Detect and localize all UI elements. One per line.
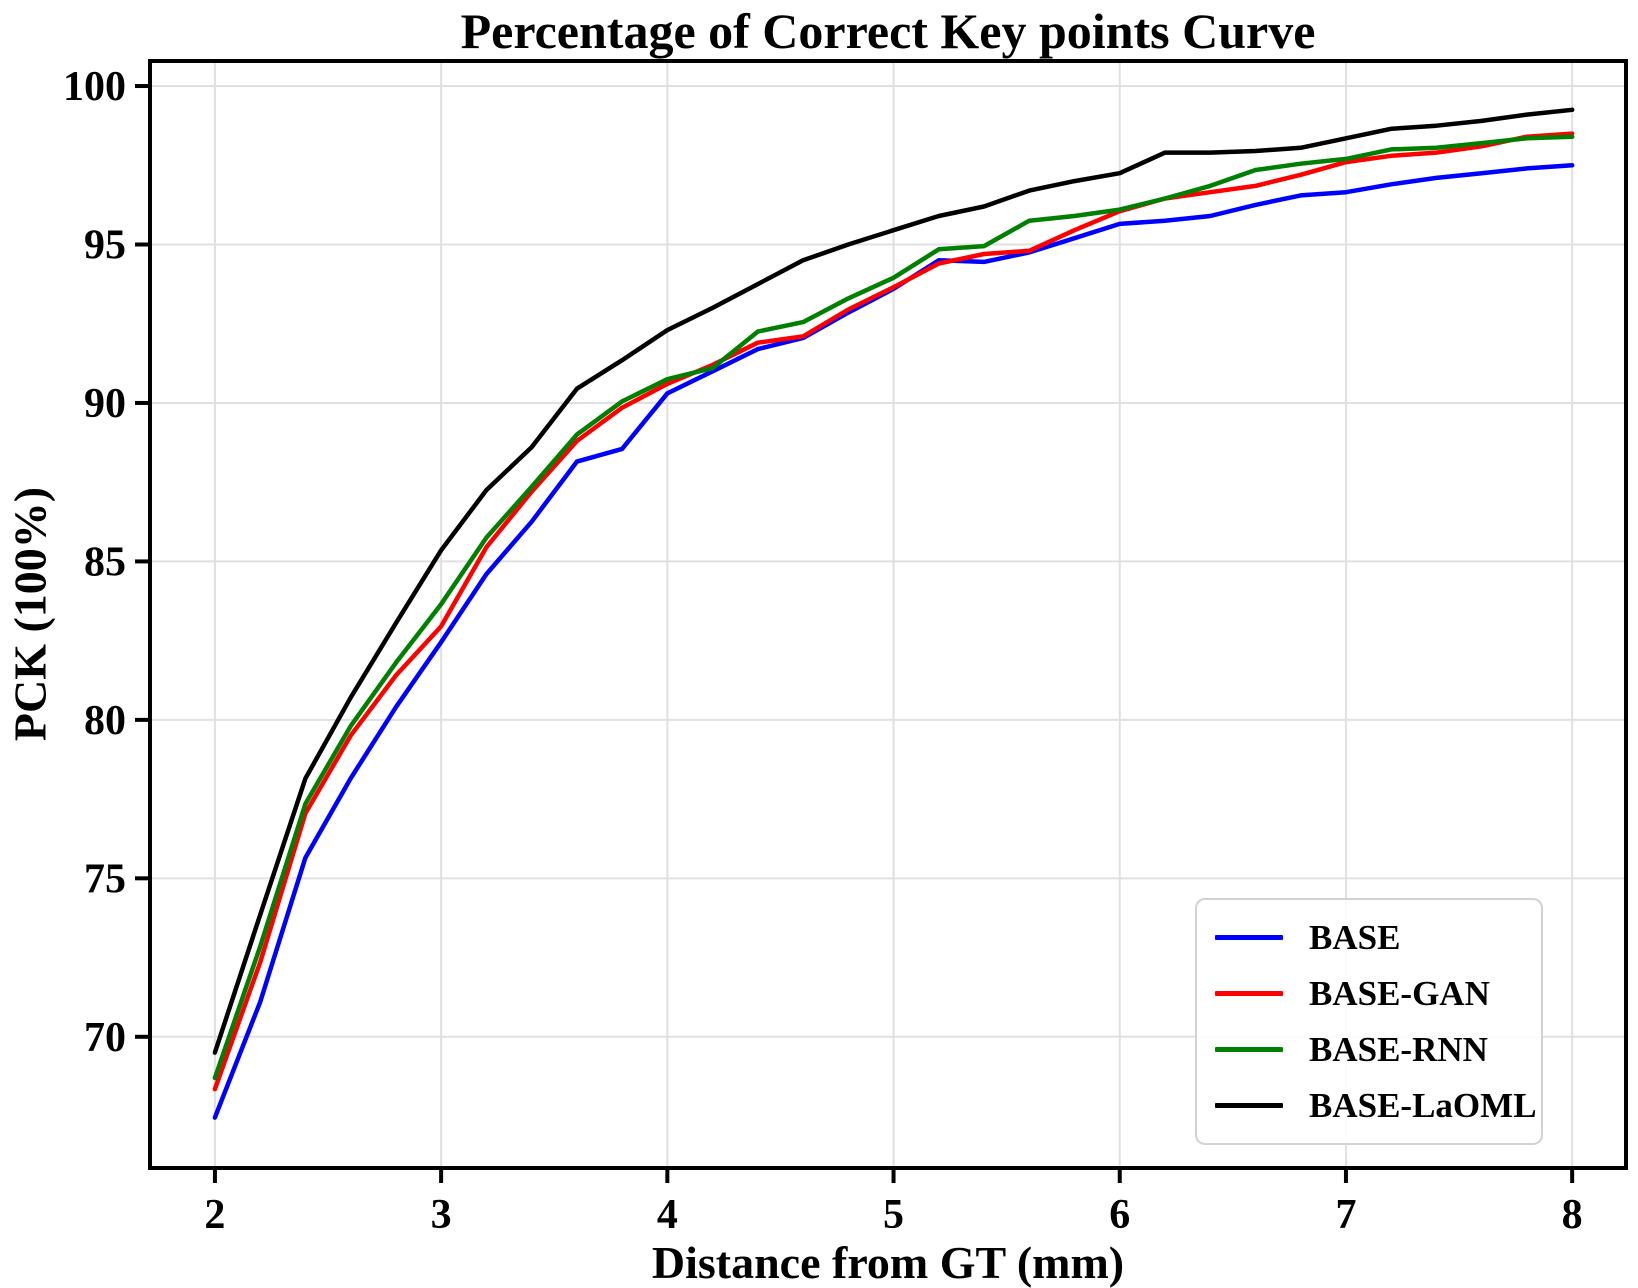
y-tick-label: 85 (84, 539, 126, 585)
legend-label: BASE-RNN (1309, 1029, 1488, 1069)
y-tick-label: 70 (84, 1015, 126, 1061)
x-tick-label: 7 (1335, 1192, 1356, 1238)
y-tick-label: 80 (84, 698, 126, 744)
legend-item-base-rnn: BASE-RNN (1215, 1032, 1541, 1067)
y-tick-label: 100 (63, 64, 126, 110)
legend-line-red (1215, 991, 1283, 997)
x-tick-label: 6 (1109, 1192, 1130, 1238)
y-tick-label: 75 (84, 856, 126, 902)
plot-border (148, 59, 1628, 1170)
y-axis-label: PCK (100%) (4, 486, 56, 742)
series-line-base-gan (212, 131, 1575, 1092)
legend-line-green (1215, 1046, 1283, 1052)
x-tick-label: 5 (883, 1192, 904, 1238)
legend-label: BASE-LaOML (1309, 1085, 1537, 1125)
chart-title: Percentage of Correct Key points Curve (460, 3, 1316, 59)
series-line-base-laoml (212, 107, 1575, 1055)
series-line-base-rnn (212, 134, 1575, 1081)
x-tick-label: 2 (204, 1192, 225, 1238)
legend: BASE BASE-GAN BASE-RNN BASE-LaOML (1195, 898, 1543, 1145)
y-tick-label: 95 (84, 222, 126, 268)
legend-line-blue (1215, 935, 1283, 941)
x-tick-label: 3 (431, 1192, 452, 1238)
legend-item-base: BASE (1215, 920, 1541, 955)
legend-label: BASE (1309, 918, 1401, 958)
legend-item-base-laoml: BASE-LaOML (1215, 1088, 1541, 1123)
x-axis-label: Distance from GT (mm) (651, 1237, 1125, 1288)
y-tick-label: 90 (84, 381, 126, 427)
x-tick-label: 4 (657, 1192, 678, 1238)
legend-label: BASE-GAN (1309, 974, 1490, 1014)
legend-item-base-gan: BASE-GAN (1215, 976, 1541, 1011)
x-tick-label: 8 (1562, 1192, 1583, 1238)
legend-line-black (1215, 1102, 1283, 1108)
